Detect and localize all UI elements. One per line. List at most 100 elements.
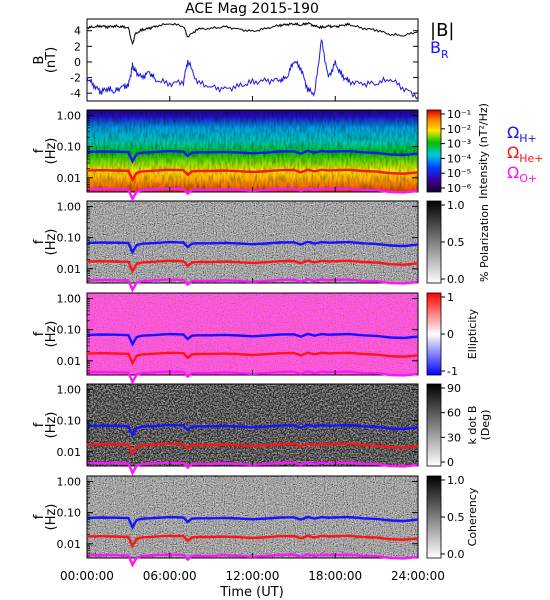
- omega-he-line: [86, 168, 419, 183]
- panel-coherency: Coherency: [86, 475, 479, 559]
- legend-omega-h-main: Ω: [507, 123, 519, 142]
- panel-spectrogram: Intensity (nT²/Hz) ΩH+ ΩHe+ ΩO+: [86, 103, 544, 199]
- legend-omega-o: ΩO+: [507, 163, 537, 185]
- colorbar-kdotb: [426, 383, 442, 467]
- colorbar-polarization: [426, 200, 442, 284]
- time-tick-label: 24:00:00: [391, 569, 445, 583]
- omega-o-line: [86, 553, 419, 568]
- panel-1-ylabel: B: [32, 56, 47, 65]
- colorbar-tick-label: 30: [447, 431, 461, 444]
- legend-omega-h: ΩH+: [507, 123, 537, 145]
- omega-o-line: [86, 278, 419, 293]
- colorbar-kdotb-label: k dot B: [466, 406, 479, 445]
- omega-he-line: [86, 259, 419, 274]
- omega-h-line: [86, 515, 419, 530]
- colorbar-tick-label: 90: [447, 382, 461, 395]
- ellipticity-image: [87, 293, 418, 375]
- freq-tick-label: 1.00: [57, 109, 82, 122]
- omega-h-line: [86, 240, 419, 255]
- panel-ylabel: f: [32, 422, 47, 427]
- panel-1-ytick-label: -2: [70, 72, 81, 85]
- legend-omega-he-sub: He+: [519, 152, 543, 165]
- colorbar-intensity-label: Intensity (nT²/Hz): [477, 103, 490, 199]
- colorbar-tick-label: 0.0: [447, 548, 465, 561]
- panel-1-ytick-label: -4: [70, 87, 81, 100]
- legend-omega-he: ΩHe+: [507, 143, 544, 165]
- omega-he-line: [86, 351, 419, 366]
- freq-tick-label: 0.10: [57, 232, 82, 245]
- panel-yunit: (Hz): [44, 321, 59, 348]
- freq-tick-label: 0.10: [57, 141, 82, 154]
- freq-tick-label: 0.01: [57, 263, 82, 276]
- b-radial-line: [86, 39, 419, 100]
- colorbar-coherency-label: Coherency: [466, 487, 479, 546]
- colorbar-tick-label: 0: [447, 328, 454, 341]
- freq-tick-label: 0.01: [57, 172, 82, 185]
- chart-title: ACE Mag 2015-190: [185, 1, 319, 17]
- omega-h-line: [86, 332, 419, 347]
- colorbar-intensity: [426, 109, 442, 193]
- time-tick-label: 06:00:00: [143, 569, 197, 583]
- polarization-image: [87, 201, 418, 283]
- panel-ellipticity: Ellipticity: [86, 292, 479, 376]
- panel-ylabel: f: [32, 331, 47, 336]
- colorbar-tick-label: 1: [447, 291, 454, 304]
- freq-tick-label: 1.00: [57, 292, 82, 305]
- colorbar-polarization-label: % Polarization: [478, 204, 491, 282]
- freq-tick-label: 1.00: [57, 475, 82, 488]
- colorbar-tick-label: 0.5: [447, 511, 465, 524]
- time-tick-label: 12:00:00: [226, 569, 280, 583]
- legend-b-magnitude: |B|: [430, 20, 454, 41]
- omega-o-line: [86, 461, 419, 476]
- freq-tick-label: 0.10: [57, 507, 82, 520]
- colorbar-tick-label: 1.0: [447, 474, 465, 487]
- panel-1-ytick-label: 0: [74, 56, 81, 69]
- colorbar-tick-label: 60: [447, 407, 461, 420]
- time-tick-label: 00:00:00: [60, 569, 114, 583]
- panel-polarization: % Polarization: [86, 200, 491, 284]
- legend-omega-o-main: Ω: [507, 163, 519, 182]
- panel-1-frame: [86, 18, 419, 102]
- panel-1-ytick-label: 4: [74, 25, 81, 38]
- colorbar-ticks: 10⁻¹ 10⁻² 10⁻³10⁻⁴ 10⁻⁵ 10⁻⁶ 1.0 0.5 0.0 1 0 -1 90 6…: [441, 108, 472, 561]
- colorbar-tick-label: 10⁻⁶: [447, 182, 472, 195]
- panel-1-series: [86, 21, 419, 100]
- panel-ylabel: f: [32, 239, 47, 244]
- omega-o-line: [86, 187, 419, 202]
- colorbar-tick-label: 10⁻³: [447, 138, 471, 151]
- panel-ylabel: f: [32, 148, 47, 153]
- colorbar-ellipticity: [426, 292, 442, 376]
- freq-tick-label: 0.10: [57, 324, 82, 337]
- colorbar-ellipticity-label: Ellipticity: [466, 308, 479, 359]
- panel-1-ytick-label: 2: [74, 40, 81, 53]
- colorbar-coherency: [426, 475, 442, 559]
- legend-omega-o-sub: O+: [519, 172, 537, 185]
- legend-omega-h-sub: H+: [519, 132, 537, 145]
- colorbar-tick-label: 10⁻⁵: [447, 167, 471, 180]
- panel-yunit: (Hz): [44, 504, 59, 531]
- omega-h-line: [86, 149, 419, 164]
- colorbar-tick-label: 10⁻⁴: [447, 152, 472, 165]
- panel-yunit: (Hz): [44, 229, 59, 256]
- panel-wave-normal: k dot B (Deg): [86, 383, 492, 467]
- freq-tick-label: 1.00: [57, 383, 82, 396]
- colorbar-tick-label: 0: [447, 456, 454, 469]
- x-axis-label: Time (UT): [219, 585, 284, 600]
- panel-1-yunit: (nT): [44, 47, 59, 73]
- omega-o-line: [86, 370, 419, 385]
- legend-br: BR: [430, 38, 449, 61]
- freq-tick-label: 1.00: [57, 200, 82, 213]
- kdotb-image: [87, 384, 418, 466]
- freq-tick-label: 0.01: [57, 446, 82, 459]
- omega-he-line: [86, 534, 419, 549]
- panel-yunit: (Hz): [44, 138, 59, 165]
- legend-br-main: B: [430, 38, 441, 57]
- omega-he-line: [86, 442, 419, 457]
- panel-yunit: (Hz): [44, 412, 59, 439]
- spectral-panels-overlay: 1.000.100.01f(Hz)1.000.100.01f(Hz)1.000.…: [32, 96, 419, 568]
- panel-1-yticks: 4 2 0 -2 -4: [70, 25, 418, 100]
- panel-magnetic-field: 4 2 0 -2 -4 B (nT) |B| BR: [32, 18, 454, 102]
- panel-ylabel: f: [32, 514, 47, 519]
- colorbar-tick-label: 0.5: [447, 236, 465, 249]
- colorbar-tick-label: 10⁻²: [447, 123, 471, 136]
